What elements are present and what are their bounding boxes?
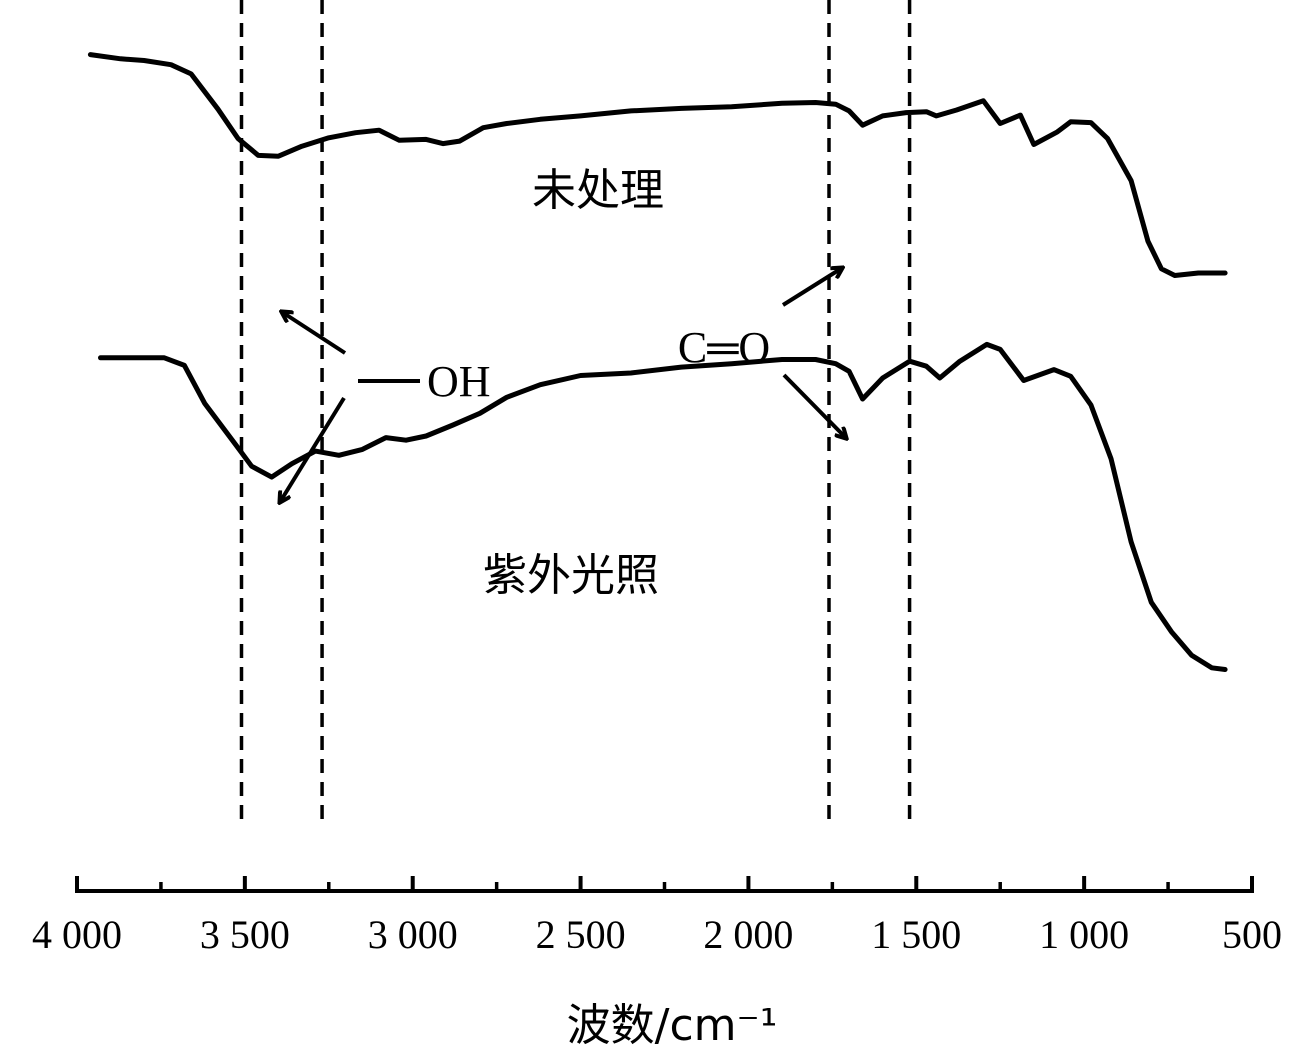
series-layer [87, 52, 1228, 672]
tick-label-2500: 2 500 [536, 912, 626, 957]
tick-label-2000: 2 000 [703, 912, 793, 957]
oh-arrow-lower [280, 396, 346, 502]
reference-lines [239, 0, 912, 826]
series-line-uv-irradiated [98, 341, 1228, 672]
tick-label-1500: 1 500 [871, 912, 961, 957]
x-ticks: 4 000 3 500 3 000 2 500 2 000 1 500 1 000 500 [32, 876, 1282, 957]
series-label-untreated: 未处理 [532, 165, 664, 216]
oh-label: OH [427, 357, 491, 406]
oh-arrow-upper [282, 312, 347, 355]
x-axis-title: 波数/cm⁻¹ [567, 1000, 778, 1051]
tick-label-3500: 3 500 [200, 912, 290, 957]
tick-label-1000: 1 000 [1039, 912, 1129, 957]
tick-label-3000: 3 000 [368, 912, 458, 957]
co-arrow-upper [781, 268, 842, 307]
tick-label-4000: 4 000 [32, 912, 122, 957]
series-line-untreated [87, 52, 1228, 278]
tick-label-500: 500 [1222, 912, 1282, 957]
series-label-uv: 紫外光照 [483, 550, 659, 601]
co-annotation: C═O [678, 268, 846, 438]
co-label: C═O [678, 323, 770, 372]
oh-annotation: OH [280, 312, 491, 502]
co-arrow-lower [782, 373, 846, 438]
